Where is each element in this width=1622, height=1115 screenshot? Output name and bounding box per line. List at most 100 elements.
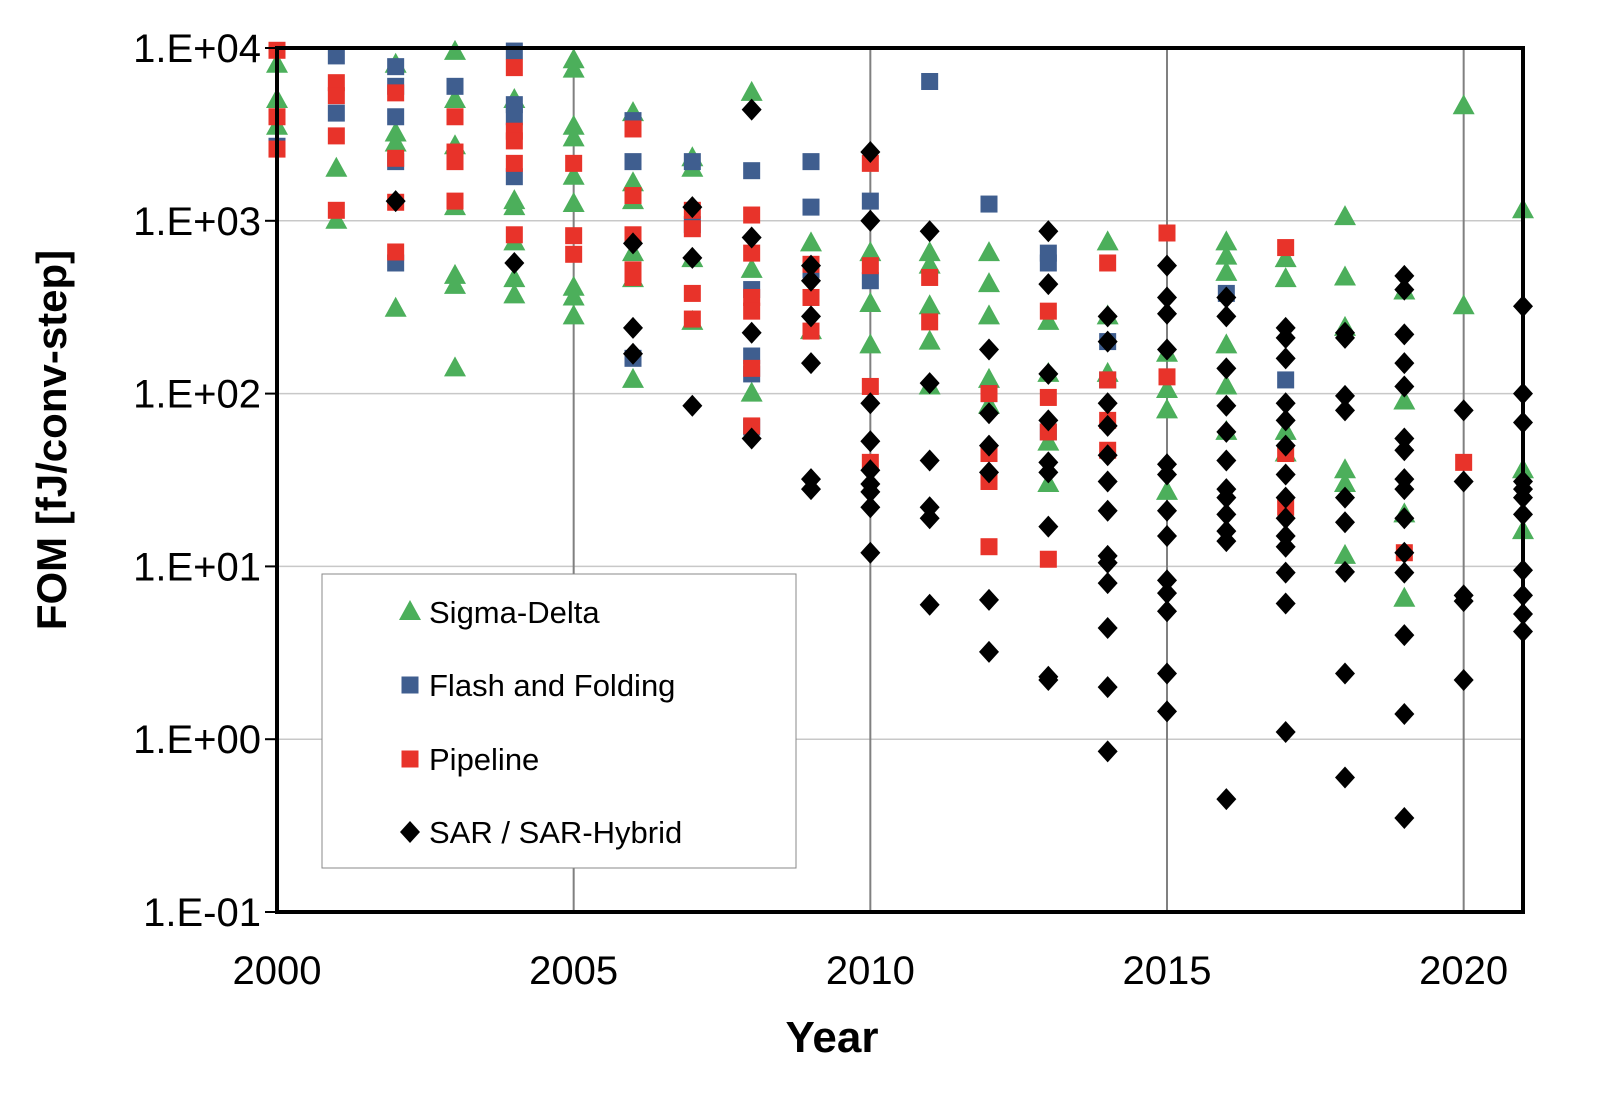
data-point — [1275, 721, 1296, 744]
series-pipeline — [268, 41, 1473, 568]
data-point — [1216, 788, 1237, 811]
data-point — [1334, 265, 1356, 286]
data-point — [505, 226, 523, 244]
data-point — [1452, 94, 1475, 115]
data-point — [1394, 352, 1415, 375]
plot-frame — [275, 46, 1525, 914]
data-point — [801, 478, 821, 501]
data-point — [1158, 368, 1176, 386]
data-point — [859, 292, 882, 313]
x-tick-label: 2020 — [1419, 949, 1508, 993]
data-point — [861, 154, 879, 172]
data-point — [1038, 362, 1059, 385]
data-point — [801, 269, 821, 292]
data-point — [741, 226, 762, 249]
data-point — [740, 381, 763, 402]
data-point — [860, 209, 881, 232]
data-point — [387, 108, 405, 126]
legend-box — [321, 573, 797, 869]
data-point — [503, 283, 526, 304]
data-point — [1157, 286, 1177, 309]
data-point — [1216, 394, 1237, 417]
data-point — [562, 126, 585, 147]
data-point — [980, 195, 998, 213]
data-point — [801, 254, 821, 277]
data-point — [1097, 330, 1118, 353]
data-point — [327, 201, 345, 219]
data-point — [859, 333, 882, 354]
data-point — [1097, 392, 1118, 415]
data-point — [505, 168, 523, 186]
data-point — [1393, 586, 1416, 607]
series-sar-sar-hybrid — [385, 98, 1533, 829]
data-point — [1156, 479, 1178, 500]
data-point — [1274, 267, 1297, 288]
data-point — [1394, 375, 1415, 398]
legend-label: Pipeline — [429, 742, 539, 777]
data-point — [1097, 444, 1118, 467]
data-point — [1216, 286, 1237, 309]
data-point — [505, 108, 523, 126]
data-point — [1037, 430, 1060, 451]
y-axis-title: FOM [fJ/conv-step] — [28, 250, 75, 630]
data-point — [1275, 463, 1296, 486]
data-point — [741, 98, 762, 121]
data-point — [624, 120, 642, 138]
data-point — [1394, 561, 1415, 584]
data-point — [444, 356, 466, 377]
data-point — [979, 461, 999, 484]
legend-label: Sigma-Delta — [429, 595, 600, 630]
data-point — [622, 171, 644, 192]
data-point — [919, 496, 940, 519]
data-point — [1157, 338, 1177, 361]
data-point — [1157, 499, 1177, 522]
data-point — [860, 459, 881, 482]
data-point — [801, 305, 821, 328]
data-point — [1394, 323, 1415, 346]
data-point — [1038, 409, 1059, 432]
data-point — [622, 367, 644, 388]
data-point — [562, 285, 585, 306]
data-point — [1394, 702, 1415, 725]
data-point — [446, 108, 464, 126]
data-point — [505, 154, 523, 172]
data-point — [562, 164, 585, 185]
data-point — [1096, 230, 1119, 251]
data-point — [919, 593, 940, 616]
data-point — [1335, 662, 1355, 685]
data-point — [1038, 515, 1059, 538]
data-point — [978, 304, 1000, 325]
data-point — [743, 288, 761, 306]
data-point — [1275, 507, 1296, 530]
data-point — [860, 480, 881, 503]
legend-marker-square — [401, 676, 419, 694]
data-point — [1274, 247, 1297, 268]
data-point — [1215, 374, 1238, 395]
data-point — [1216, 305, 1237, 328]
data-point — [802, 288, 820, 306]
data-point — [446, 77, 464, 95]
data-point — [446, 153, 464, 171]
data-point — [1394, 624, 1415, 647]
data-point — [623, 316, 643, 339]
data-point — [1394, 439, 1415, 462]
data-point — [624, 187, 642, 205]
y-tick-label: 1.E-01 — [143, 891, 261, 935]
data-point — [1157, 700, 1177, 723]
data-point — [1277, 239, 1295, 257]
data-point — [1216, 420, 1237, 443]
data-point — [327, 127, 345, 145]
data-point — [1097, 740, 1118, 763]
data-point — [919, 449, 940, 472]
data-point — [1039, 388, 1057, 406]
data-point — [861, 192, 879, 210]
data-point — [444, 88, 466, 109]
data-point — [503, 267, 526, 288]
data-point — [918, 253, 941, 274]
data-point — [800, 231, 822, 252]
data-point — [1097, 499, 1118, 522]
data-point — [1216, 486, 1237, 509]
data-point — [978, 272, 1000, 293]
data-point — [624, 153, 642, 171]
data-point — [1038, 461, 1059, 484]
